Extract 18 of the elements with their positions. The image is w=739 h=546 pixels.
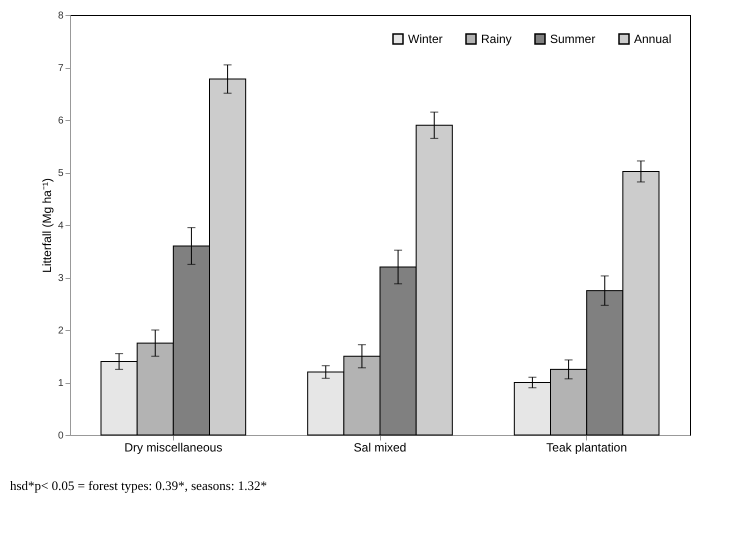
x-tick-label: Sal mixed [354, 440, 406, 454]
y-tick-label: 3 [58, 273, 64, 284]
y-tick-label: 4 [58, 220, 64, 232]
text: hsd*p< 0.05 = forest types: 0.39*, seasons: 1.32* [10, 478, 267, 493]
legend-label: Winter [408, 32, 443, 46]
y-tick-label: 0 [58, 430, 64, 442]
y-axis-title: Litterfall (Mg ha⁻¹) [40, 178, 54, 273]
legend-label: Rainy [481, 32, 512, 46]
y-tick-label: 7 [58, 63, 64, 74]
y-tick-label: 2 [58, 326, 64, 336]
x-tick-label: Teak plantation [546, 440, 628, 454]
y-tick-label: 5 [58, 168, 64, 179]
y-tick-label: 1 [58, 378, 64, 389]
y-tick-label: 6 [58, 116, 64, 126]
y-tick-label: 8 [58, 10, 64, 22]
legend-label: Annual [634, 32, 672, 46]
legend-label: Summer [550, 32, 596, 46]
x-tick-label: Dry miscellaneous [124, 440, 222, 454]
